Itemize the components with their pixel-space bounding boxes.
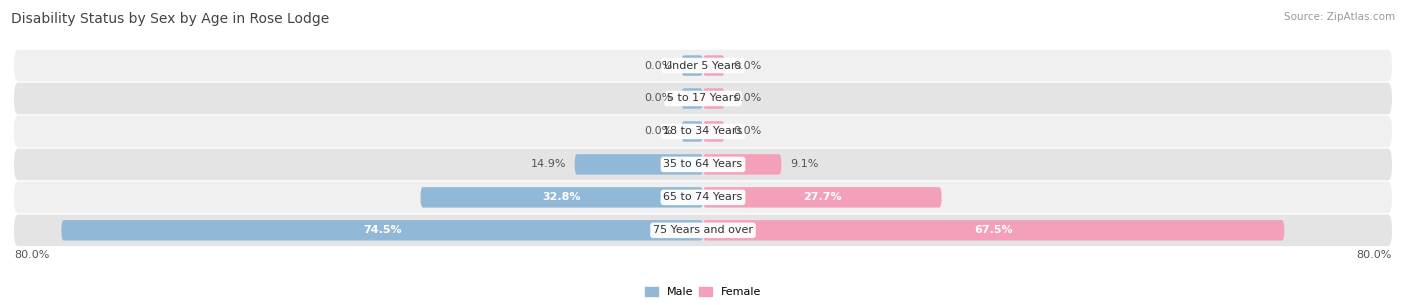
Text: 0.0%: 0.0% [733, 60, 762, 70]
Text: 0.0%: 0.0% [644, 60, 673, 70]
Text: Under 5 Years: Under 5 Years [665, 60, 741, 70]
Text: 80.0%: 80.0% [1357, 250, 1392, 260]
Text: 75 Years and over: 75 Years and over [652, 225, 754, 235]
Text: 74.5%: 74.5% [363, 225, 402, 235]
FancyBboxPatch shape [703, 220, 1284, 241]
FancyBboxPatch shape [703, 88, 724, 109]
FancyBboxPatch shape [14, 181, 1392, 213]
Text: 27.7%: 27.7% [803, 192, 842, 202]
Text: 0.0%: 0.0% [644, 94, 673, 103]
Text: 65 to 74 Years: 65 to 74 Years [664, 192, 742, 202]
FancyBboxPatch shape [703, 55, 724, 76]
FancyBboxPatch shape [14, 214, 1392, 246]
FancyBboxPatch shape [703, 121, 724, 142]
FancyBboxPatch shape [703, 154, 782, 175]
FancyBboxPatch shape [14, 149, 1392, 180]
Text: Source: ZipAtlas.com: Source: ZipAtlas.com [1284, 12, 1395, 22]
Text: 5 to 17 Years: 5 to 17 Years [666, 94, 740, 103]
Text: 0.0%: 0.0% [733, 94, 762, 103]
FancyBboxPatch shape [420, 187, 703, 208]
Text: 0.0%: 0.0% [644, 127, 673, 136]
FancyBboxPatch shape [14, 116, 1392, 147]
FancyBboxPatch shape [575, 154, 703, 175]
Text: 67.5%: 67.5% [974, 225, 1012, 235]
Text: 35 to 64 Years: 35 to 64 Years [664, 160, 742, 169]
Text: 0.0%: 0.0% [733, 127, 762, 136]
Text: 32.8%: 32.8% [543, 192, 581, 202]
Text: 9.1%: 9.1% [790, 160, 818, 169]
FancyBboxPatch shape [682, 121, 703, 142]
Legend: Male, Female: Male, Female [640, 282, 766, 302]
FancyBboxPatch shape [703, 187, 942, 208]
Text: 18 to 34 Years: 18 to 34 Years [664, 127, 742, 136]
FancyBboxPatch shape [682, 55, 703, 76]
FancyBboxPatch shape [14, 83, 1392, 114]
FancyBboxPatch shape [682, 88, 703, 109]
Text: 14.9%: 14.9% [530, 160, 567, 169]
Text: Disability Status by Sex by Age in Rose Lodge: Disability Status by Sex by Age in Rose … [11, 12, 329, 26]
FancyBboxPatch shape [62, 220, 703, 241]
Text: 80.0%: 80.0% [14, 250, 49, 260]
FancyBboxPatch shape [14, 50, 1392, 81]
